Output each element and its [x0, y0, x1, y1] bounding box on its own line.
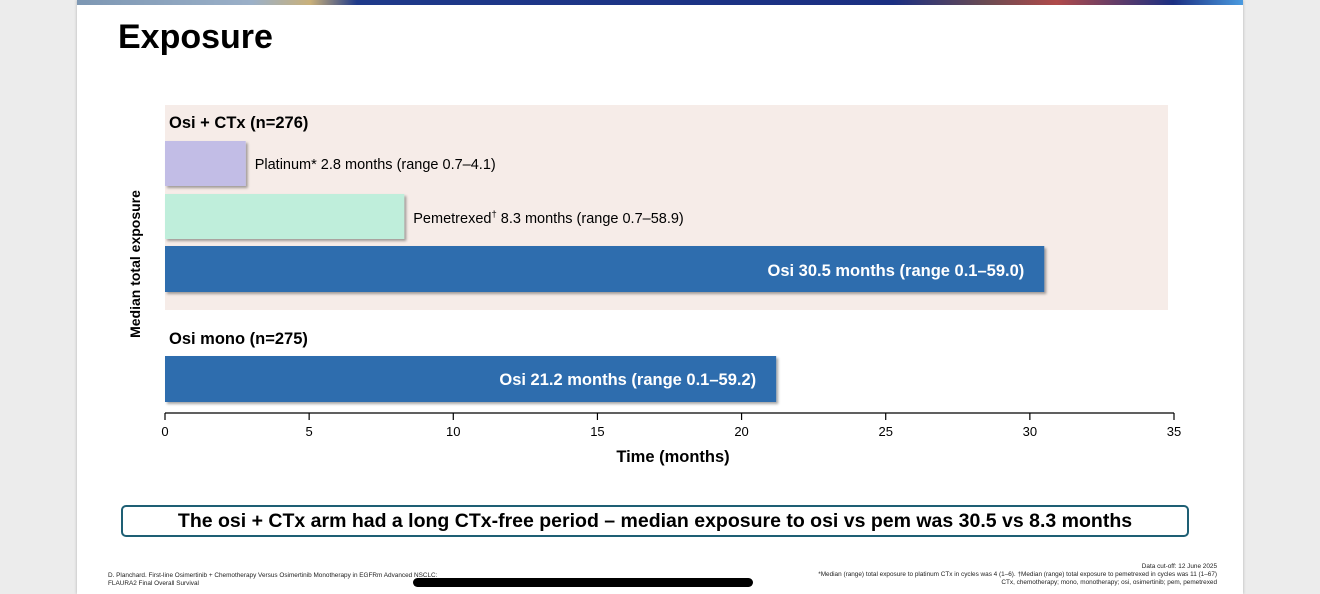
group-label-osi-mono: Osi mono (n=275): [169, 330, 308, 348]
footnote-line: *Median (range) total exposure to platin…: [818, 571, 1217, 578]
x-tick-label: 5: [306, 424, 313, 439]
x-tick-label: 35: [1167, 424, 1181, 439]
x-axis-ticks: 0 5 10 15 20 25 30 35: [161, 413, 1181, 439]
data-label-osi-mono: Osi 21.2 months (range 0.1–59.2): [499, 371, 756, 389]
x-tick-label: 20: [734, 424, 748, 439]
bar-pemetrexed: [165, 194, 405, 239]
data-label-pemetrexed: Pemetrexed† 8.3 months (range 0.7–58.9): [413, 209, 683, 227]
y-axis-title: Median total exposure: [127, 190, 143, 338]
bar-osi-ctx: [165, 246, 1045, 292]
citation: D. Planchard. First-line Osimertinib + C…: [108, 572, 528, 588]
takeaway-box: The osi + CTx arm had a long CTx-free pe…: [121, 505, 1189, 537]
data-label-platinum: Platinum* 2.8 months (range 0.7–4.1): [255, 157, 496, 173]
bar-osi-mono: [165, 356, 777, 402]
citation-line: FLAURA2 Final Overall Survival: [108, 580, 199, 587]
bar-platinum: [165, 141, 246, 186]
exposure-chart: Osi + CTx (n=276) Osi mono (n=275) Plati…: [127, 105, 1181, 466]
footnote-line: CTx, chemotherapy; mono, monotherapy; os…: [1001, 579, 1217, 586]
header-banner: [77, 0, 1243, 5]
slide: Exposure Osi + CTx (n=276) Osi mono (n=2…: [77, 0, 1243, 594]
data-label-osi-ctx: Osi 30.5 months (range 0.1–59.0): [767, 262, 1024, 280]
x-tick-label: 15: [590, 424, 604, 439]
x-tick-label: 0: [161, 424, 168, 439]
footnotes: Data cut-off: 12 June 2025 *Median (rang…: [697, 563, 1217, 587]
x-tick-label: 25: [878, 424, 892, 439]
x-tick-label: 30: [1023, 424, 1037, 439]
horizontal-scrollbar[interactable]: [413, 578, 753, 587]
slide-title: Exposure: [118, 18, 273, 56]
data-cutoff: Data cut-off: 12 June 2025: [1141, 563, 1217, 570]
citation-line: D. Planchard. First-line Osimertinib + C…: [108, 572, 438, 579]
x-tick-label: 10: [446, 424, 460, 439]
x-axis-title: Time (months): [616, 448, 729, 466]
group-label-osi-ctx: Osi + CTx (n=276): [169, 114, 308, 132]
